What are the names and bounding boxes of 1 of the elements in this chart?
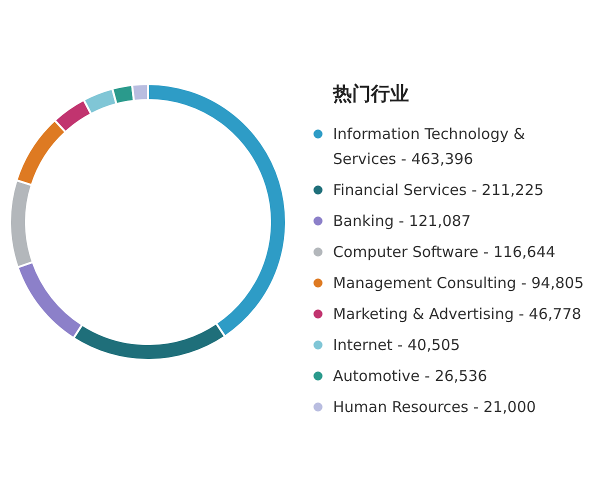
chart-title: 热门行业	[332, 83, 409, 105]
